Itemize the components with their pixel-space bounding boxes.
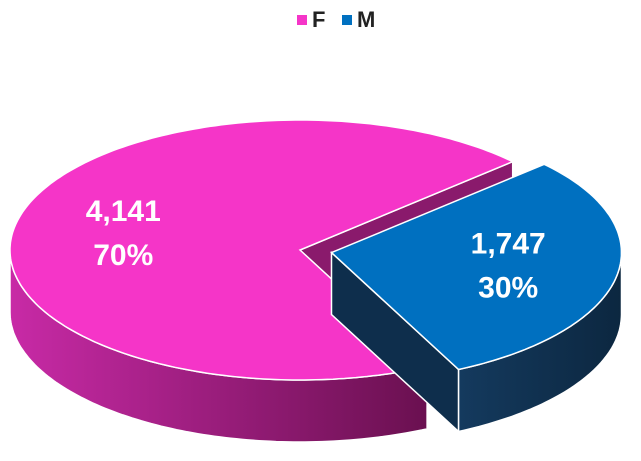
data-labels: 4,141 70% 1,747 30%	[86, 195, 546, 304]
legend-label: M	[357, 7, 375, 32]
percent-label: 70%	[93, 239, 153, 272]
value-label: 4,141	[86, 195, 161, 228]
slice	[330, 163, 623, 371]
legend-swatch	[342, 15, 352, 25]
value-label: 1,747	[471, 227, 546, 260]
legend-label: F	[312, 7, 325, 32]
slice	[9, 119, 515, 381]
pie	[9, 119, 623, 443]
legend-swatch	[297, 15, 307, 25]
percent-label: 30%	[478, 271, 538, 304]
